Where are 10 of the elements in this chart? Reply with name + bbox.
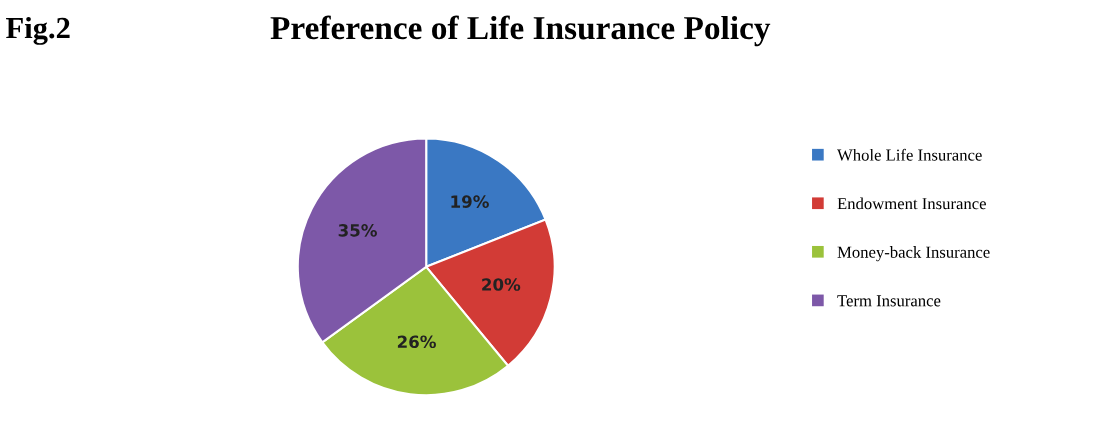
chart-title: Preference of Life Insurance Policy <box>270 15 771 47</box>
legend-label: Endowment Insurance <box>837 197 986 210</box>
legend-label: Whole Life Insurance <box>837 148 982 161</box>
legend-label: Term Insurance <box>837 295 941 307</box>
legend-label: Money-back Insurance <box>837 246 990 262</box>
caption: Fig.2 <box>6 16 70 45</box>
data-label: 19% <box>451 195 489 208</box>
data-label: 26% <box>397 335 436 349</box>
data-label: 35% <box>338 224 377 237</box>
data-label: 20% <box>482 278 521 291</box>
